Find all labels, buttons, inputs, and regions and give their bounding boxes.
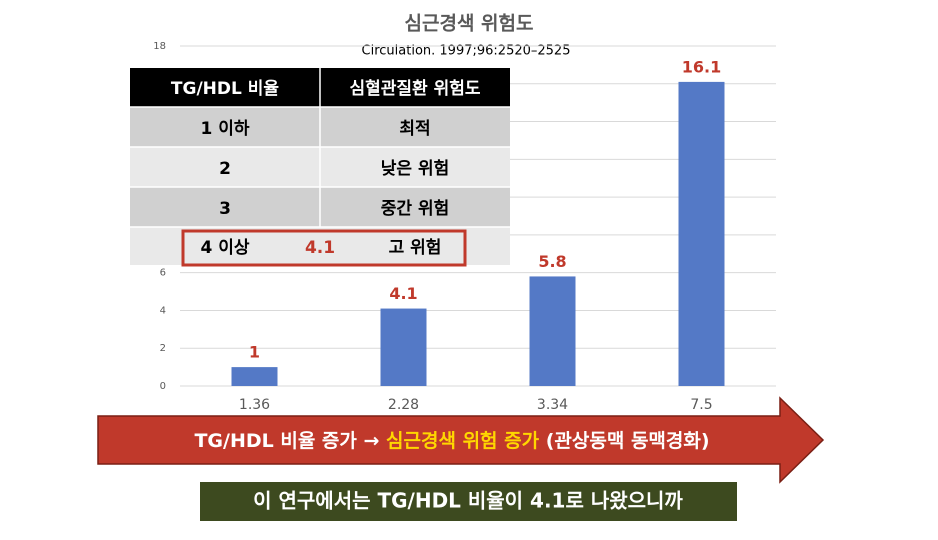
table-cell: 4 이상: [200, 238, 249, 258]
y-tick-label: 4: [160, 305, 166, 316]
table-cell: 중간 위험: [381, 198, 449, 219]
table-cell: 고 위험: [389, 237, 442, 258]
table-cell: 낮은 위험: [381, 158, 449, 179]
caption: 이 연구에서는 TG/HDL 비율이 4.1로 나왔으니까: [253, 489, 683, 513]
table-cell: 2: [219, 159, 231, 179]
bar: [529, 276, 576, 386]
risk-table: TG/HDL 비율 심혈관질환 위험도 1 이하 최적 2 낮은 위험 3 중간…: [130, 68, 510, 267]
highlight-value: 4.1: [305, 238, 335, 258]
caption-bg: [200, 482, 737, 521]
x-tick-label: 2.28: [388, 397, 419, 413]
y-tick-label: 18: [153, 41, 166, 52]
x-tick-label: 3.34: [537, 397, 568, 413]
table-cell: 최적: [399, 119, 430, 139]
banner-arrow: [97, 396, 825, 484]
banner-part: 심근경색 위험 증가: [386, 430, 540, 452]
banner-part: (관상동맥 동맥경화): [539, 430, 709, 452]
y-tick-label: 0: [160, 381, 166, 392]
table-cell: 1 이하: [200, 119, 249, 139]
y-tick-label: 2: [160, 343, 166, 354]
banner-text: TG/HDL 비율 증가 → 심근경색 위험 증가 (관상동맥 동맥경화): [194, 430, 709, 452]
bar: [380, 308, 427, 386]
banner-part: TG/HDL 비율 증가 →: [194, 430, 386, 452]
table-header: TG/HDL 비율: [171, 79, 279, 99]
table-row-bg: [130, 227, 510, 265]
value-label: 4.1: [389, 284, 417, 303]
highlight-box: [181, 229, 467, 267]
bar: [678, 81, 725, 386]
y-tick-label: 6: [160, 268, 166, 279]
value-label: 5.8: [538, 252, 566, 271]
table-cell: 3: [219, 199, 231, 219]
table-header: 심혈관질환 위험도: [349, 78, 480, 99]
value-label: 16.1: [682, 57, 721, 76]
chart-title: 심근경색 위험도: [405, 13, 534, 35]
x-tick-label: 1.36: [239, 397, 270, 413]
bar: [231, 367, 278, 386]
x-tick-label: 7.5: [690, 397, 712, 413]
value-label: 1: [249, 343, 260, 362]
chart-subtitle: Circulation. 1997;96:2520–2525: [362, 44, 571, 59]
